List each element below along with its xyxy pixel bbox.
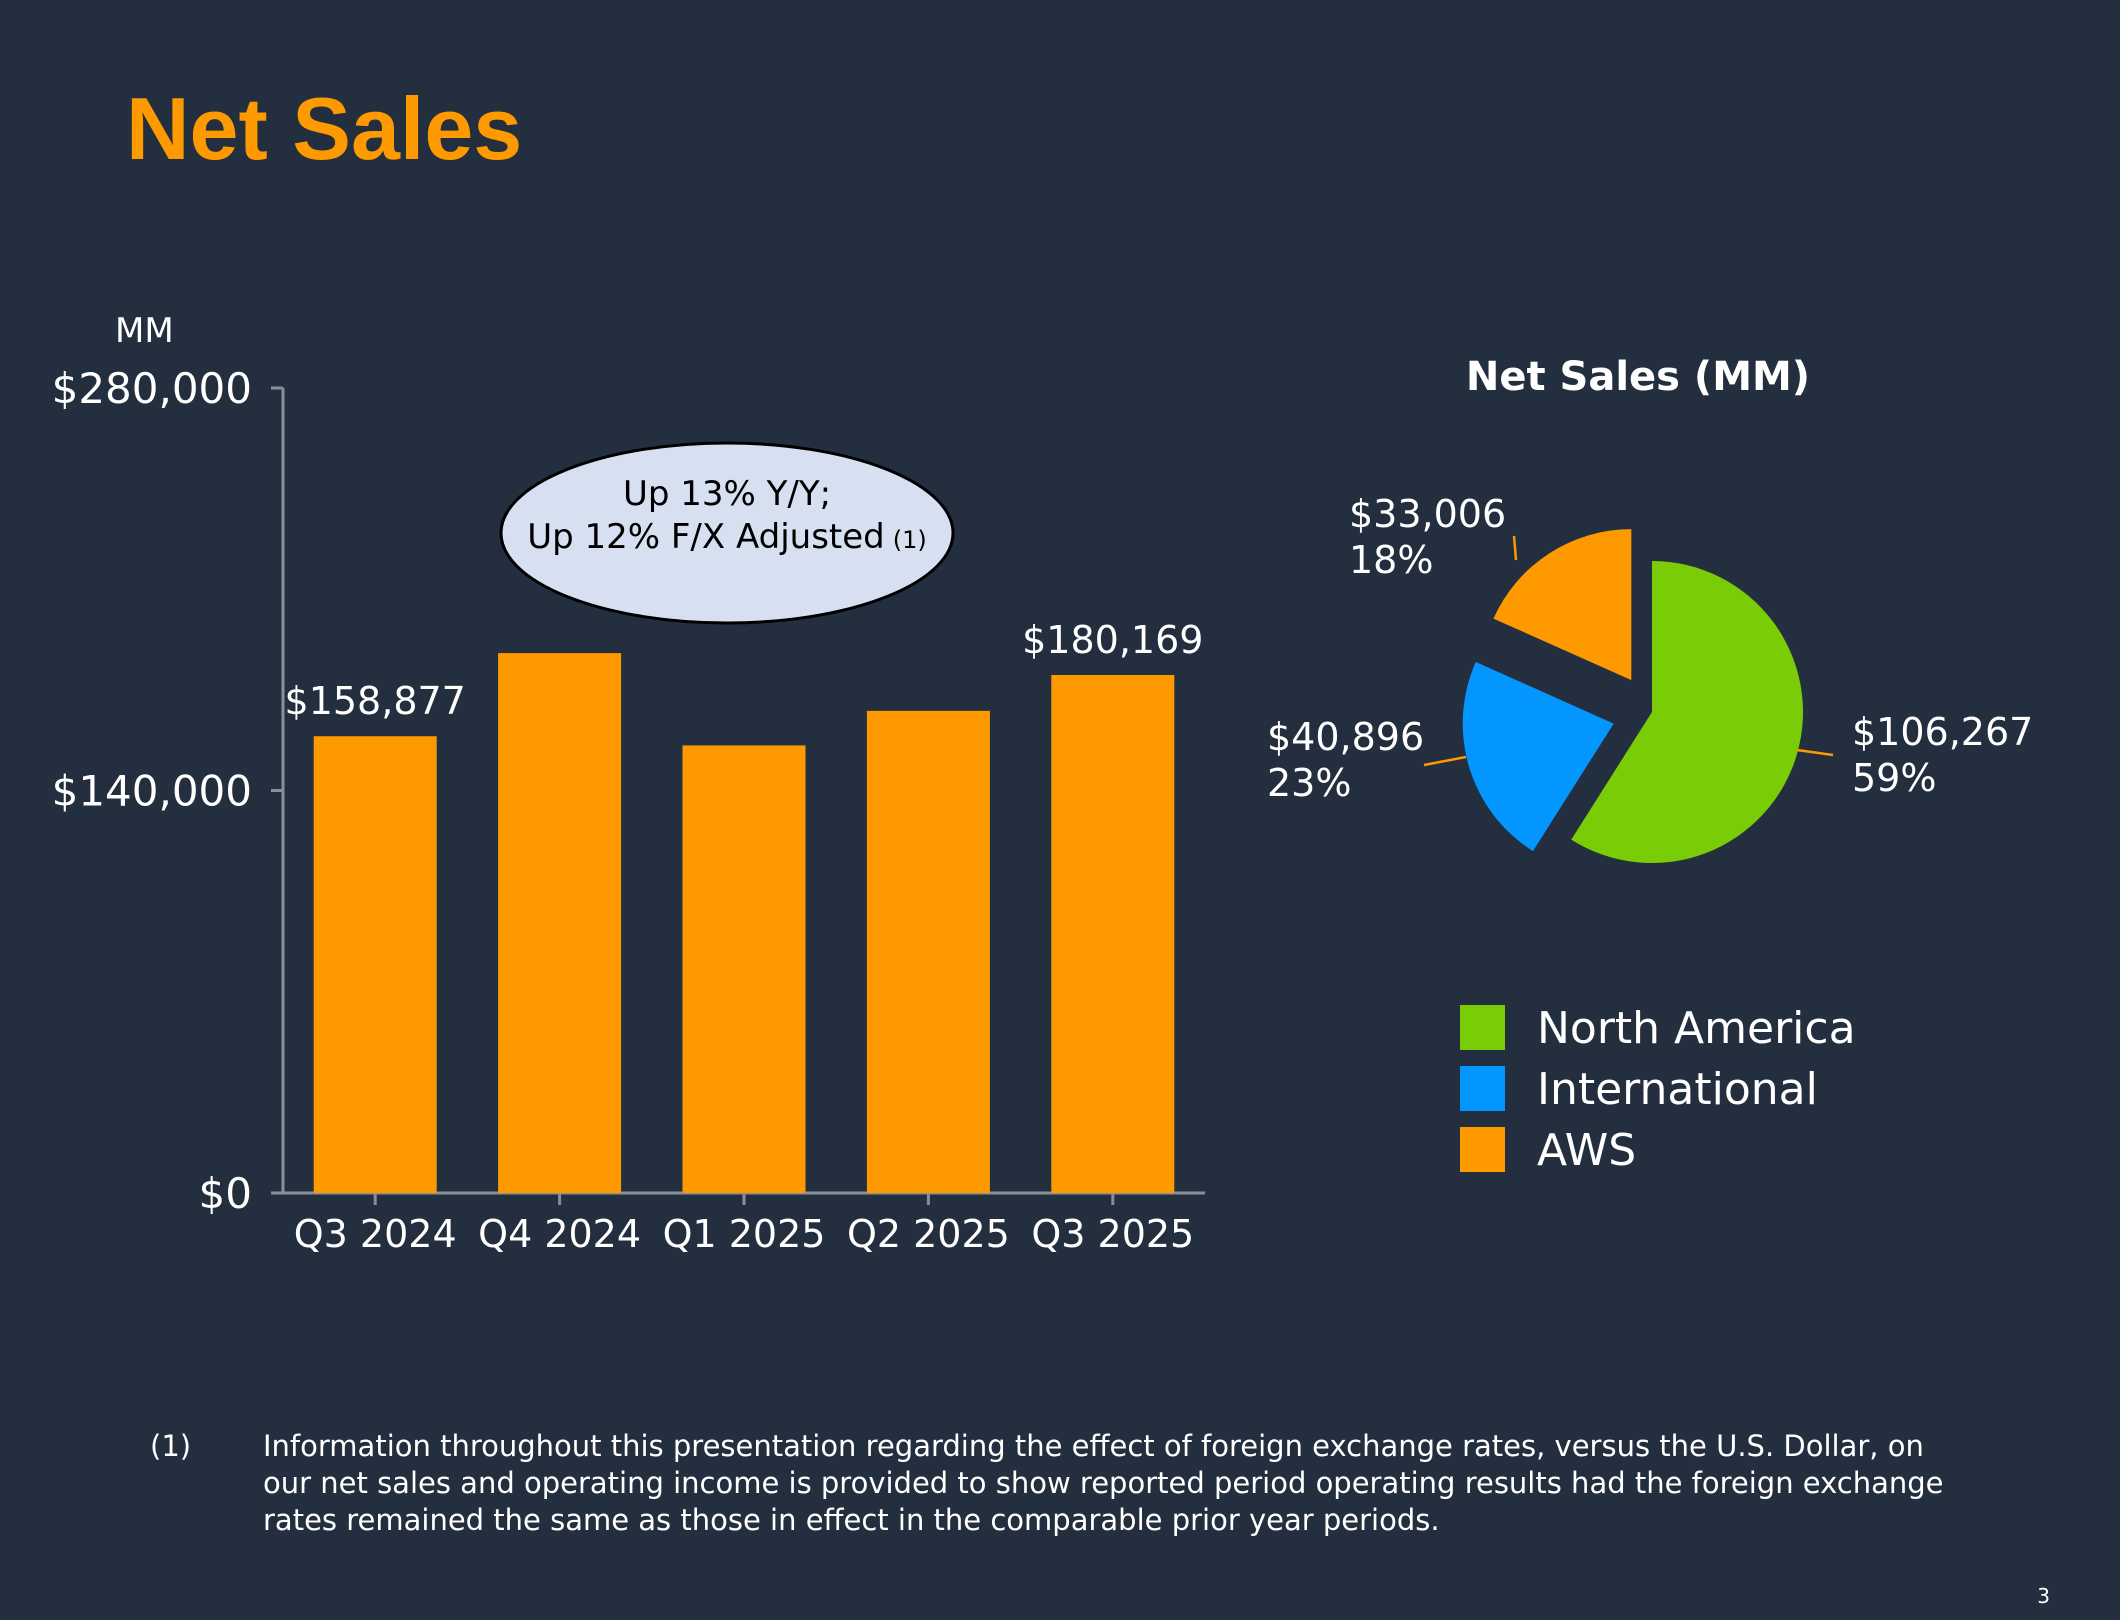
bar-q4-2024 — [498, 653, 622, 1193]
x-tick-label: Q2 2025 — [847, 1212, 1010, 1256]
pie-value-label: $33,006 — [1349, 492, 1506, 536]
footnote-text: Information throughout this presentation… — [263, 1429, 1944, 1537]
legend-label: AWS — [1537, 1125, 1636, 1176]
pie-percent-label: 59% — [1852, 756, 1936, 800]
pie-slice-north-america — [1571, 561, 1803, 864]
y-tick-label: $280,000 — [52, 364, 252, 413]
pie-slice-aws — [1493, 529, 1632, 681]
pie-percent-label: 23% — [1267, 761, 1351, 805]
x-tick-label: Q3 2024 — [294, 1212, 457, 1256]
legend-label: International — [1537, 1064, 1818, 1115]
bar-chart: MM $0 $140,000 $280,000 Q3 2024 $158,877 Q4 20… — [52, 311, 1205, 1256]
bar-q1-2025 — [682, 745, 806, 1193]
page-number: 3 — [2037, 1584, 2050, 1608]
x-tick-label: Q4 2024 — [478, 1212, 641, 1256]
bar-q3-2024 — [313, 736, 437, 1193]
pie-value-label: $40,896 — [1267, 715, 1424, 759]
callout-line-1: Up 13% Y/Y; — [623, 474, 831, 514]
leader-line — [1796, 748, 1834, 757]
pie-percent-label: 18% — [1349, 538, 1433, 582]
leader-line — [1512, 535, 1518, 561]
legend-label: North America — [1537, 1003, 1856, 1054]
data-label: $158,877 — [285, 679, 466, 723]
pie-value-label: $106,267 — [1852, 710, 2033, 754]
data-label: $180,169 — [1022, 618, 1203, 662]
x-tick-label: Q1 2025 — [663, 1212, 826, 1256]
x-tick-label: Q3 2025 — [1031, 1212, 1194, 1256]
legend-swatch — [1460, 1005, 1505, 1050]
unit-label: MM — [115, 311, 174, 351]
callout-bubble — [499, 441, 955, 625]
pie-slice-international — [1462, 662, 1614, 852]
y-tick-label: $0 — [199, 1169, 252, 1218]
footnote-marker: (1) — [150, 1429, 192, 1463]
y-tick-label: $140,000 — [52, 767, 252, 816]
page-title: Net Sales — [126, 79, 523, 178]
callout-footnote-ref: (1) — [893, 526, 927, 554]
bar-q3-2025 — [1051, 675, 1175, 1193]
callout-line-2: Up 12% F/X Adjusted (1) — [527, 517, 927, 557]
leader-line — [1423, 755, 1467, 767]
pie-title: Net Sales (MM) — [1466, 354, 1810, 400]
callout-line-2-text: Up 12% F/X Adjusted — [527, 517, 885, 557]
legend-swatch — [1460, 1066, 1505, 1111]
legend-swatch — [1460, 1127, 1505, 1172]
bar-q2-2025 — [866, 710, 990, 1193]
